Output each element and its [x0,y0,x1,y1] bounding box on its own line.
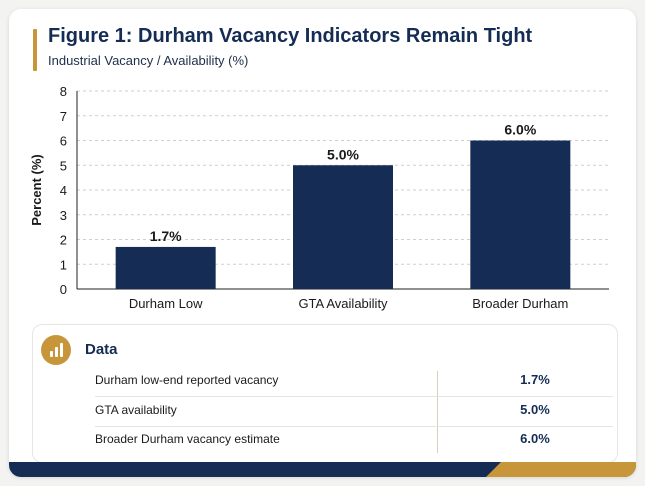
data-row: Durham low-end reported vacancy 1.7% [45,367,613,396]
bar [293,165,393,289]
data-label: 6.0% [504,122,536,138]
footer-band [9,462,636,477]
row-divider [95,396,613,397]
bar-chart-icon [41,335,71,365]
x-tick-label: Broader Durham [472,296,568,311]
x-tick-label: Durham Low [129,296,203,311]
data-row: GTA availability 5.0% [45,397,613,426]
y-tick-label: 4 [60,183,67,198]
data-row: Broader Durham vacancy estimate 6.0% [45,426,613,455]
bar [115,246,216,289]
y-tick-label: 8 [60,84,67,99]
y-tick-label: 7 [60,109,67,124]
column-divider [437,371,438,453]
figure-title: Figure 1: Durham Vacancy Indicators Rema… [48,25,533,47]
footer-accent [486,462,636,477]
data-row-label: GTA availability [95,403,177,417]
data-heading: Data [85,341,118,358]
figure-card: Figure 1: Durham Vacancy Indicators Rema… [9,9,636,477]
data-label: 5.0% [327,146,359,162]
y-tick-label: 5 [60,158,67,173]
y-tick-label: 3 [60,208,67,223]
data-row-label: Durham low-end reported vacancy [95,373,279,387]
row-divider [95,426,613,427]
data-row-value: 6.0% [520,431,550,446]
x-tick-label: GTA Availability [298,296,388,311]
y-tick-label: 6 [60,134,67,149]
data-panel: Data Durham low-end reported vacancy 1.7… [32,324,618,463]
y-tick-label: 1 [60,257,67,272]
bar [470,140,571,289]
data-row-value: 5.0% [520,402,550,417]
title-accent-bar [33,29,37,71]
y-tick-label: 0 [60,282,67,297]
figure-subtitle: Industrial Vacancy / Availability (%) [48,53,249,68]
data-label: 1.7% [150,228,182,244]
y-axis-label: Percent (%) [29,154,44,226]
bar-chart: 0 1 2 3 4 5 6 7 8 Percent (%) 1.7% Durham Low 5.0% GT… [29,84,609,311]
y-tick-label: 2 [60,233,67,248]
data-row-value: 1.7% [520,372,550,387]
data-row-label: Broader Durham vacancy estimate [95,432,280,446]
